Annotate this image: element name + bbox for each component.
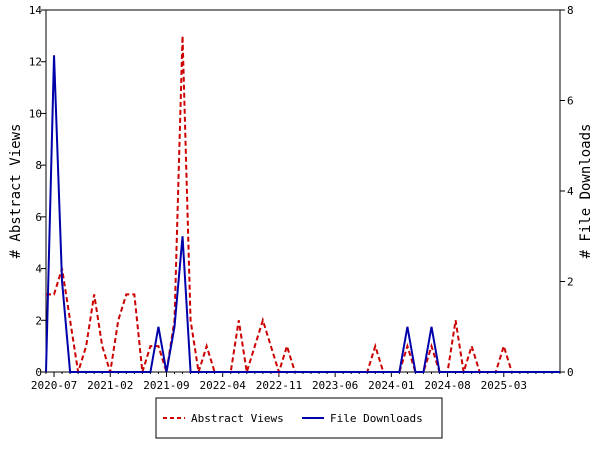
left-tick-label: 8 bbox=[35, 159, 42, 172]
legend-box bbox=[155, 397, 443, 439]
right-tick-label: 2 bbox=[567, 276, 574, 289]
left-tick-label: 6 bbox=[35, 211, 42, 224]
series-layer bbox=[45, 35, 560, 376]
x-tick-label: 2025-03 bbox=[481, 379, 527, 392]
x-tick-label: 2023-06 bbox=[312, 379, 358, 392]
right-tick-label: 8 bbox=[567, 4, 574, 17]
x-axis: 2020-07 2021-02 2021-09 2022-04 2022-11 2023-… bbox=[31, 372, 561, 392]
left-axis-title: # Abstract Views bbox=[8, 124, 24, 259]
left-tick-label: 12 bbox=[29, 56, 42, 69]
legend: Abstract Views File Downloads bbox=[155, 397, 443, 439]
x-tick-label: 2022-11 bbox=[256, 379, 302, 392]
left-tick-label: 14 bbox=[29, 4, 43, 17]
x-tick-label: 2021-02 bbox=[87, 379, 133, 392]
left-tick-label: 2 bbox=[35, 314, 42, 327]
x-tick-label: 2024-01 bbox=[368, 379, 414, 392]
plot-area bbox=[45, 9, 561, 373]
series-line-file-downloads bbox=[45, 55, 560, 373]
right-tick-label: 4 bbox=[567, 185, 574, 198]
right-tick-label: 0 bbox=[567, 366, 574, 379]
left-tick-label: 4 bbox=[35, 263, 42, 276]
x-tick-label: 2022-04 bbox=[200, 379, 247, 392]
left-tick-label: 0 bbox=[35, 366, 42, 379]
left-axis: 0 2 4 6 8 10 12 14 bbox=[29, 4, 46, 379]
right-tick-label: 6 bbox=[567, 95, 574, 108]
legend-label-abstract-views: Abstract Views bbox=[191, 412, 284, 425]
right-axis: 0 2 4 6 8 bbox=[560, 4, 574, 379]
right-axis-title: # File Downloads bbox=[578, 124, 594, 259]
legend-label-file-downloads: File Downloads bbox=[330, 412, 423, 425]
left-tick-label: 10 bbox=[29, 107, 42, 120]
x-tick-label: 2021-09 bbox=[143, 379, 189, 392]
x-tick-label: 2020-07 bbox=[31, 379, 77, 392]
x-tick-label: 2024-08 bbox=[424, 379, 470, 392]
